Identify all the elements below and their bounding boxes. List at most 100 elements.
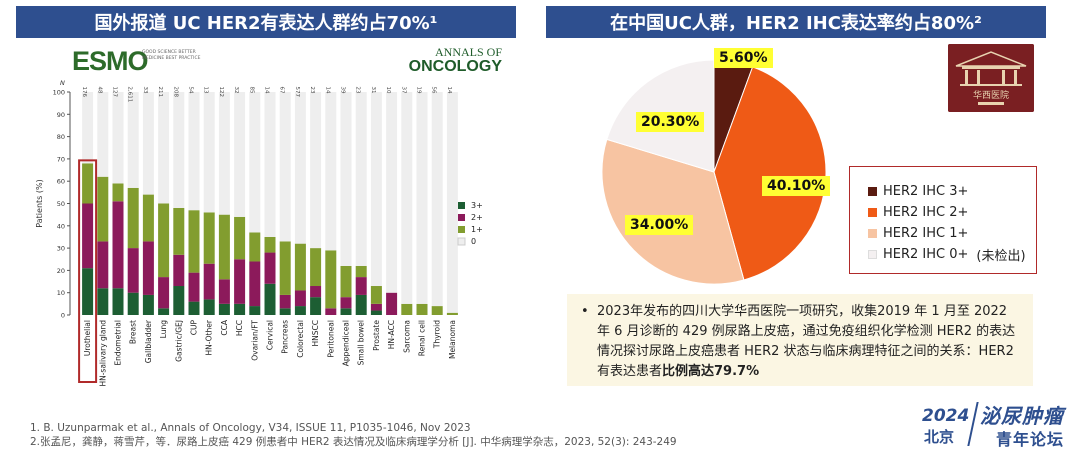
legend-label-3plus: HER2 IHC 3+ xyxy=(883,184,969,199)
bar-segment-1plus xyxy=(310,248,322,287)
forum-logo: 2024 北京 泌尿肿瘤 青年论坛 xyxy=(922,398,1072,452)
bar-segment-3plus xyxy=(188,301,200,315)
category-label: Melanoma xyxy=(448,320,457,359)
bar-segment-2plus xyxy=(325,308,337,315)
legend-swatch-0plus xyxy=(868,250,877,259)
y-tick-label-40: 40 xyxy=(57,222,65,230)
bar-segment-3plus xyxy=(355,294,367,315)
references: 1. B. Uzunparmak et al., Annals of Oncol… xyxy=(30,421,677,449)
bar-segment-0 xyxy=(234,92,246,217)
bar-segment-3plus xyxy=(127,292,139,315)
bar-segment-0 xyxy=(188,92,200,211)
bar-segment-3plus xyxy=(370,310,382,315)
legend-swatch xyxy=(458,214,465,221)
bar-segment-1plus xyxy=(112,183,124,202)
annals-logo-top: ANNALS OF xyxy=(434,45,502,59)
n-value: 33 xyxy=(142,87,148,94)
bar-segment-2plus xyxy=(234,259,246,304)
n-value: 577 xyxy=(294,87,300,98)
bar-segment-1plus xyxy=(158,203,170,278)
legend-swatch xyxy=(457,237,466,246)
category-label: Urothelial xyxy=(83,320,92,356)
bar-segment-0 xyxy=(82,92,94,164)
n-value: 14 xyxy=(324,87,330,94)
bar-segment-3plus xyxy=(112,288,124,315)
bar-segment-0 xyxy=(401,92,413,304)
bar-segment-1plus xyxy=(82,163,94,204)
n-value: 39 xyxy=(340,87,346,94)
legend-label: 0 xyxy=(471,237,476,246)
bar-segment-1plus xyxy=(370,286,382,304)
reference-1: 1. B. Uzunparmak et al., Annals of Oncol… xyxy=(30,422,471,434)
category-label: Prostate xyxy=(372,320,381,351)
y-tick-label-0: 0 xyxy=(61,312,65,320)
pie-label-3plus: 5.60% xyxy=(714,48,773,68)
n-value: 67 xyxy=(279,87,285,94)
legend-swatch-2plus xyxy=(868,208,877,217)
esmo-logo: ESMO xyxy=(72,46,149,76)
bar-segment-0 xyxy=(264,92,276,237)
pie-chart xyxy=(601,59,827,285)
bar-segment-1plus xyxy=(127,187,139,249)
pie-label-1plus: 34.00% xyxy=(625,215,694,235)
bar-segment-1plus xyxy=(97,176,109,242)
category-label: CCA xyxy=(220,319,229,335)
esmo-tagline: GOOD SCIENCE BETTER MEDICINE BEST PRACTI… xyxy=(142,50,201,61)
n-value: 37 xyxy=(400,87,406,94)
bar-segment-2plus xyxy=(370,303,382,311)
category-label: Peritoneal xyxy=(326,320,335,358)
y-tick-label-100: 100 xyxy=(53,89,65,97)
n-value: 31 xyxy=(370,87,376,94)
bar-segment-0 xyxy=(127,92,139,188)
bar-segment-0 xyxy=(386,92,398,293)
n-value: 19 xyxy=(416,87,422,94)
category-label: Ovarian/FT xyxy=(250,320,259,361)
bar-segment-3plus xyxy=(218,303,230,315)
n-value: 122 xyxy=(218,87,224,98)
bar-segment-0 xyxy=(142,92,154,195)
bar-segment-0 xyxy=(173,92,185,208)
bar-segment-2plus xyxy=(173,254,185,287)
n-value: 14 xyxy=(446,87,452,94)
bar-segment-3plus xyxy=(340,308,352,315)
y-axis-label: Patients (%) xyxy=(35,179,44,227)
bar-segment-1plus xyxy=(446,312,458,315)
bar-segment-3plus xyxy=(173,286,185,315)
forum-title-1: 泌尿肿瘤 xyxy=(980,404,1064,428)
bar-segment-2plus xyxy=(355,277,367,295)
bar-segment-2plus xyxy=(203,263,215,300)
right-banner-title: 在中国UC人群，HER2 IHC表达率约占80%² xyxy=(546,6,1046,38)
bar-segment-0 xyxy=(431,92,443,307)
legend-label-1plus: HER2 IHC 1+ xyxy=(883,226,969,241)
category-label: Gastric/GEJ xyxy=(174,320,183,362)
bar-segment-3plus xyxy=(158,308,170,315)
n-value: 211 xyxy=(157,87,163,98)
pie-legend-item-3plus: HER2 IHC 3+ xyxy=(868,181,1036,202)
bar-segment-1plus xyxy=(249,232,261,262)
n-value: 2,611 xyxy=(127,87,133,103)
bar-segment-1plus xyxy=(142,194,154,242)
category-label: HN-Other xyxy=(205,319,214,355)
bar-segment-2plus xyxy=(264,252,276,284)
n-value: 56 xyxy=(431,87,437,94)
bar-segment-0 xyxy=(310,92,322,249)
bar-segment-1plus xyxy=(234,216,246,260)
hospital-logo: 华西医院 xyxy=(948,44,1034,112)
bar-segment-0 xyxy=(158,92,170,204)
category-label: Gallbladder xyxy=(144,319,153,363)
n-value: 54 xyxy=(188,87,194,94)
legend-label-2plus: HER2 IHC 2+ xyxy=(883,205,969,220)
bar-segment-0 xyxy=(446,92,458,313)
annals-logo-main: ONCOLOGY xyxy=(408,58,502,75)
bar-segment-0 xyxy=(279,92,291,242)
annals-logo: ANNALS OF ONCOLOGY xyxy=(390,46,502,76)
pie-legend: HER2 IHC 3+ HER2 IHC 2+ HER2 IHC 1+ HER2… xyxy=(849,166,1037,274)
bar-segment-3plus xyxy=(82,268,94,315)
pie-label-0plus: 20.30% xyxy=(636,112,705,132)
legend-label: 3+ xyxy=(471,201,483,210)
category-label: Cervical xyxy=(266,320,275,350)
bar-segment-1plus xyxy=(279,241,291,295)
note-text-block: 2023年发布的四川大学华西医院一项研究，收集2019 年 1 月至 2022 … xyxy=(597,302,1021,382)
bar-segment-2plus xyxy=(97,241,109,289)
